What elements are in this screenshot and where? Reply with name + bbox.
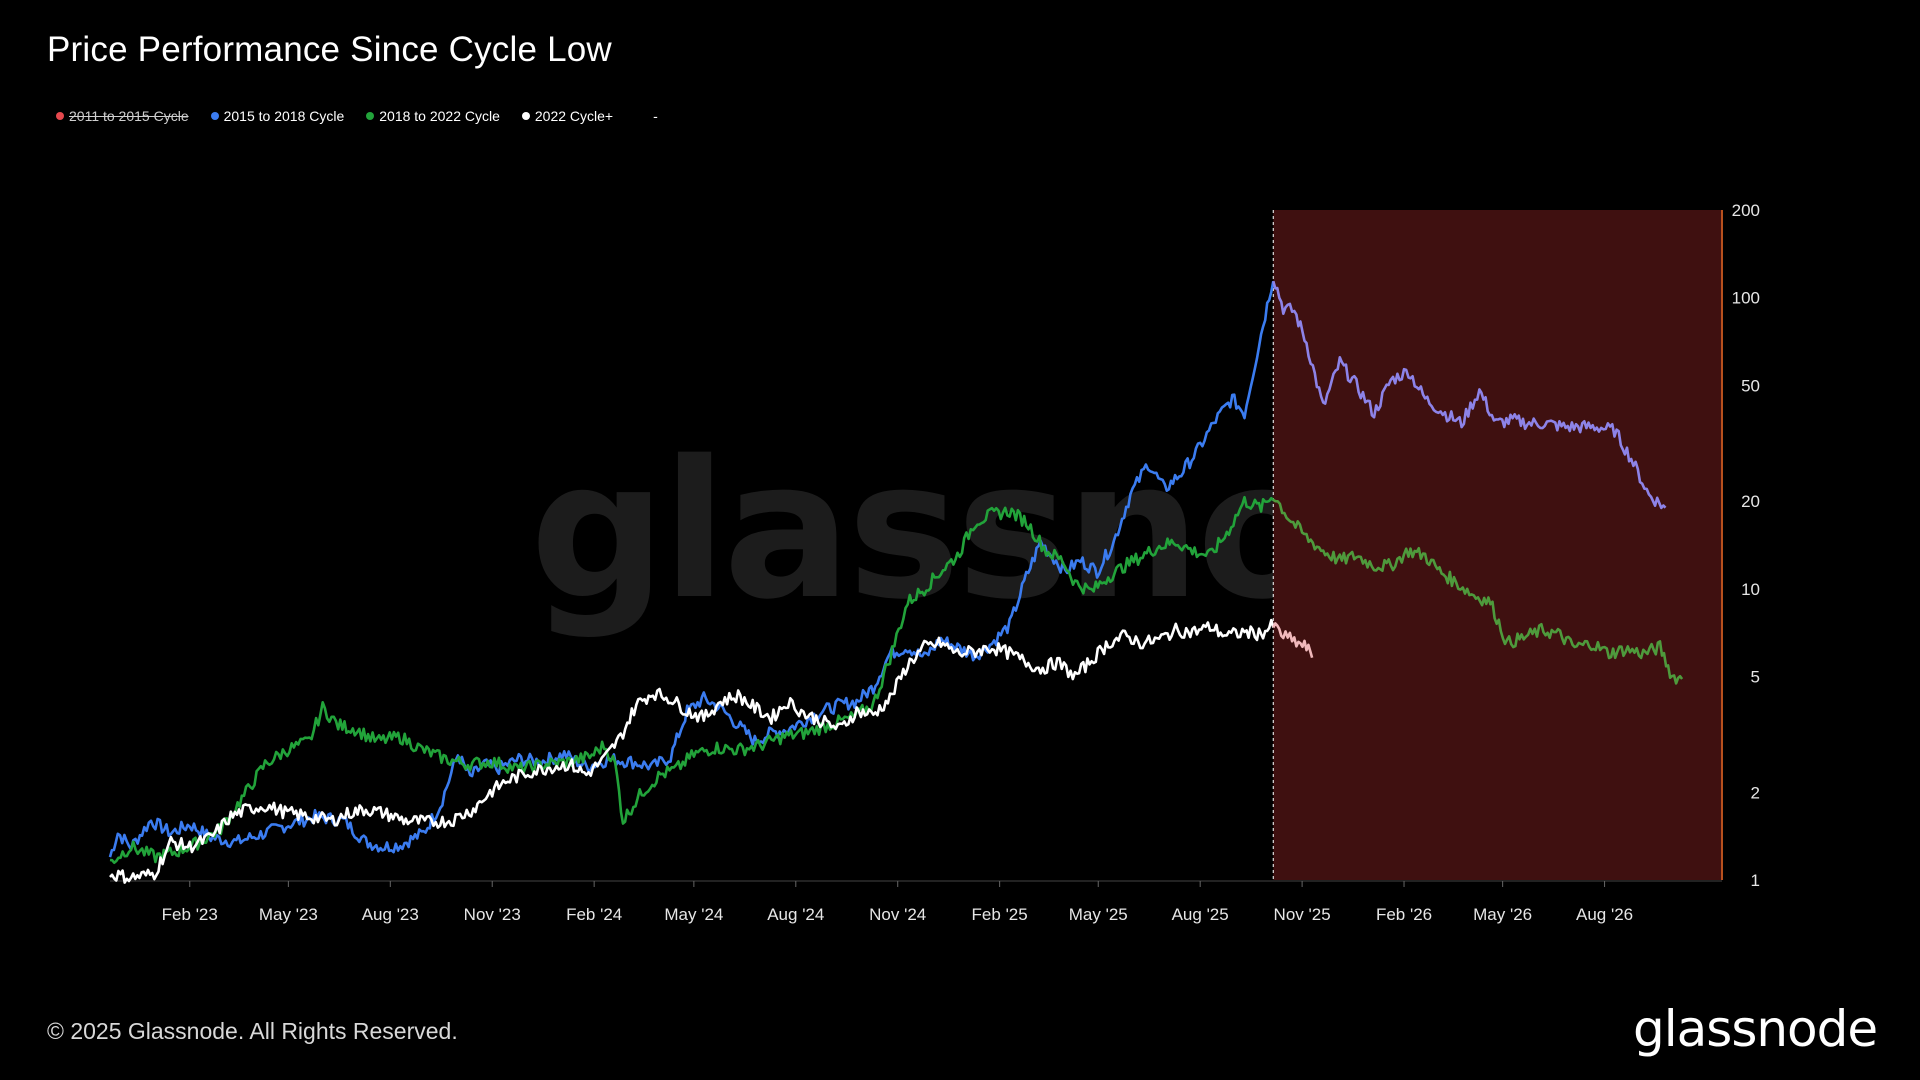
series-line-2015-to-2018-cycle [108,280,1275,858]
x-tick-label: May '24 [664,905,723,924]
chart-legend: 2011 to 2015 Cycle 2015 to 2018 Cycle 20… [56,108,658,124]
x-tick-label: May '26 [1473,905,1532,924]
legend-item-2011-2015[interactable]: 2011 to 2015 Cycle [56,108,189,124]
x-tick-label: Aug '25 [1172,905,1229,924]
y-tick-label: 50 [1741,376,1760,395]
legend-label: 2022 Cycle+ [534,108,614,124]
x-tick-label: Nov '24 [869,905,926,924]
legend-item-2018-2022[interactable]: 2018 to 2022 Cycle [366,108,500,124]
axis-layer: Feb '23 May '23 Aug '23 Nov '23 Feb '24 May '… [110,201,1760,924]
legend-label: 2018 to 2022 Cycle [379,108,500,124]
x-tick-label: Aug '23 [362,905,419,924]
x-tick-label: Aug '26 [1576,905,1633,924]
legend-label: 2011 to 2015 Cycle [69,108,189,124]
series-line-2015-to-2018-cycle-projected [1272,280,1667,510]
x-tick-label: Feb '24 [566,905,622,924]
x-tick-label: Feb '26 [1376,905,1432,924]
y-tick-label: 1 [1751,871,1760,890]
legend-item-2022-cycle[interactable]: 2022 Cycle+ [521,108,614,124]
legend-dot-icon [56,112,64,120]
legend-label: 2015 to 2018 Cycle [223,108,345,124]
x-tick-label: May '25 [1069,905,1128,924]
y-tick-label: 2 [1751,783,1760,802]
y-tick-label: 5 [1751,667,1760,686]
highlight-region [1273,210,1722,880]
y-tick-label: 10 [1741,580,1760,599]
x-tick-label: Nov '25 [1274,905,1331,924]
x-tick-label: Nov '23 [464,905,521,924]
x-tick-label: Feb '23 [162,905,218,924]
series-line-2022-cycle [109,618,1275,884]
y-tick-label: 100 [1732,289,1760,308]
series-line-2018-to-2022-cycle [109,495,1275,864]
highlight-region-layer [1272,210,1723,880]
y-tick-label: 20 [1741,492,1760,511]
legend-item-2015-2018[interactable]: 2015 to 2018 Cycle [210,108,345,124]
glassnode-logo[interactable]: glassnode [1633,1000,1878,1058]
legend-extra-item[interactable]: - [653,108,658,124]
copyright-text: © 2025 Glassnode. All Rights Reserved. [47,1018,458,1044]
legend-dot-icon [521,112,530,120]
legend-dot-icon [210,112,219,120]
series-line-2018-to-2022-cycle-projected [1272,498,1684,685]
y-tick-label: 200 [1732,201,1760,220]
x-tick-label: May '23 [259,905,318,924]
chart-title: Price Performance Since Cycle Low [47,30,612,69]
legend-dot-icon [366,112,375,120]
series-layer [108,280,1684,884]
x-tick-label: Feb '25 [972,905,1028,924]
series-line-2022-cycle-projected [1272,622,1314,659]
x-tick-label: Aug '24 [767,905,824,924]
